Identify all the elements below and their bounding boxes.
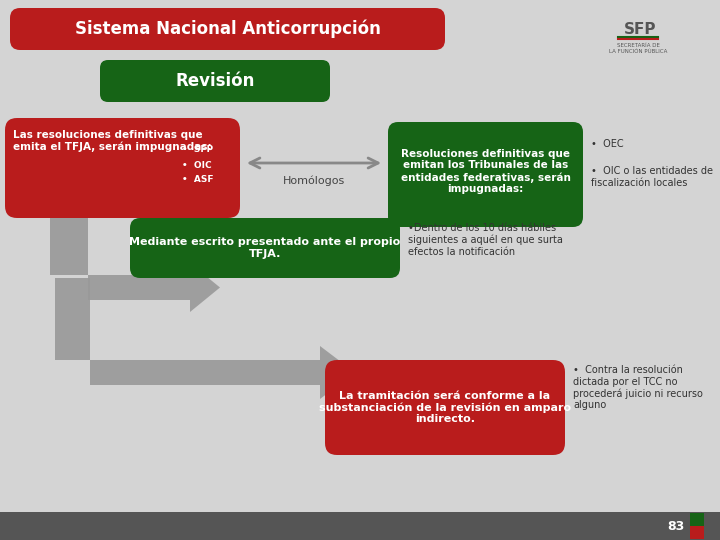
FancyBboxPatch shape [690, 513, 704, 526]
Text: •  OIC o las entidades de
fiscalización locales: • OIC o las entidades de fiscalización l… [591, 166, 713, 187]
FancyBboxPatch shape [388, 122, 583, 227]
Text: Homólogos: Homólogos [283, 176, 345, 186]
Text: •  OIC: • OIC [182, 160, 212, 170]
FancyBboxPatch shape [690, 526, 704, 539]
FancyBboxPatch shape [5, 118, 240, 218]
Text: Las resoluciones definitivas que
emita el TFJA, serán impugnadas:: Las resoluciones definitivas que emita e… [13, 130, 212, 152]
Text: •Dentro de los 10 días hábiles
siguientes a aquél en que surta
efectos la notifi: •Dentro de los 10 días hábiles siguiente… [408, 223, 563, 257]
Text: La tramitación será conforme a la
substanciación de la revisión en amparo
indire: La tramitación será conforme a la substa… [319, 390, 571, 424]
Text: 83: 83 [667, 519, 685, 532]
FancyBboxPatch shape [325, 360, 565, 455]
Text: •  Contra la resolución
dictada por el TCC no
procederá juicio ni recurso
alguno: • Contra la resolución dictada por el TC… [573, 365, 703, 410]
Polygon shape [50, 218, 220, 312]
Text: SFP: SFP [624, 23, 656, 37]
Text: SECRETARÍA DE
LA FUNCIÓN PÚBLICA: SECRETARÍA DE LA FUNCIÓN PÚBLICA [609, 43, 667, 54]
FancyBboxPatch shape [130, 218, 400, 278]
Polygon shape [55, 278, 355, 399]
Text: Sistema Nacional Anticorrupción: Sistema Nacional Anticorrupción [75, 20, 380, 38]
Text: •  OEC: • OEC [591, 139, 624, 149]
FancyBboxPatch shape [0, 512, 720, 540]
FancyBboxPatch shape [100, 60, 330, 102]
Text: •  SFP: • SFP [182, 145, 213, 154]
Text: •  ASF: • ASF [182, 176, 214, 185]
Text: Revisión: Revisión [175, 72, 255, 90]
FancyBboxPatch shape [10, 8, 445, 50]
Text: Mediante escrito presentado ante el propio
TFJA.: Mediante escrito presentado ante el prop… [130, 237, 400, 259]
Text: Resoluciones definitivas que
emitan los Tribunales de las
entidades federativas,: Resoluciones definitivas que emitan los … [400, 149, 570, 194]
